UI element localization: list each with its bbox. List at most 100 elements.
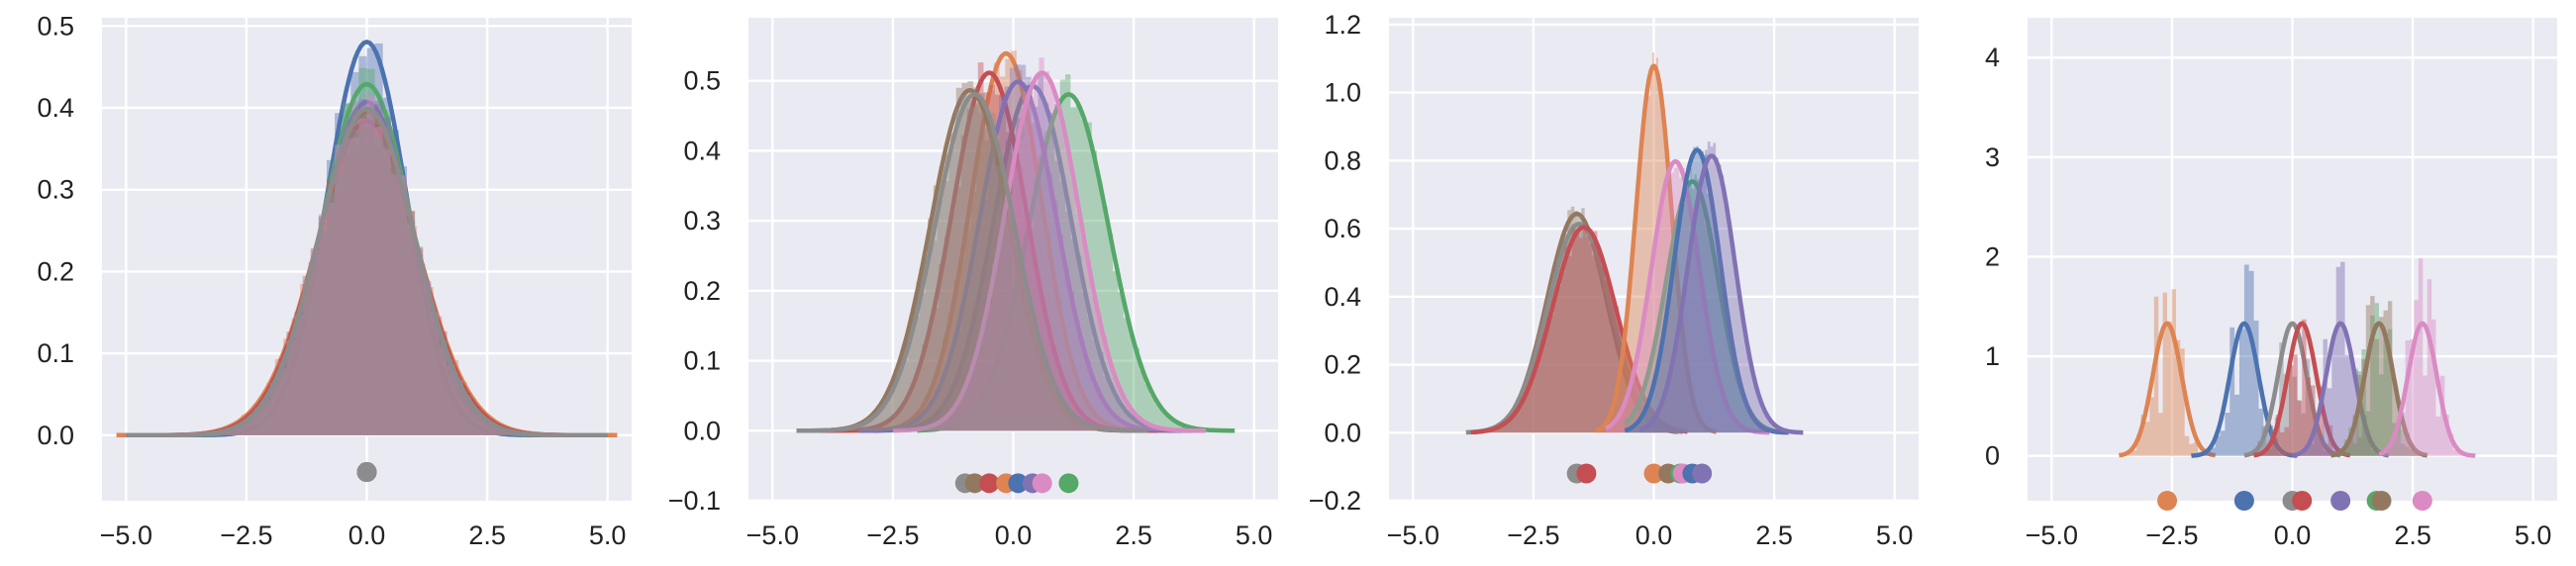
series-1 xyxy=(2117,289,2218,458)
histogram-bars xyxy=(2243,342,2341,456)
histogram-bars xyxy=(1625,145,1786,433)
kde-line xyxy=(1604,158,1771,435)
y-tick-label: 0.2 xyxy=(37,256,74,286)
series-6 xyxy=(1604,158,1771,435)
series-7 xyxy=(1624,145,1790,435)
histogram-bars xyxy=(1625,168,1779,433)
histogram-bars xyxy=(903,57,1180,431)
histogram-bars xyxy=(190,95,544,435)
histogram-bars xyxy=(2292,261,2389,456)
x-tick-label: −5.0 xyxy=(1387,520,1439,550)
mean-marker xyxy=(2412,491,2432,511)
x-tick-label: 5.0 xyxy=(1236,520,1273,550)
y-tick-label: 0 xyxy=(1985,441,2000,471)
series-5 xyxy=(2290,261,2391,458)
kde-line xyxy=(2189,321,2299,458)
series-8 xyxy=(1637,142,1805,435)
mean-marker xyxy=(2330,491,2351,511)
histogram-bars xyxy=(1470,206,1678,433)
histogram-bars xyxy=(2379,258,2476,456)
x-tick-label: −2.5 xyxy=(220,520,272,550)
x-tick-label: 0.0 xyxy=(995,520,1033,550)
histogram-bars xyxy=(922,74,1220,431)
mean-marker xyxy=(356,462,377,483)
x-tick-label: 0.0 xyxy=(2274,520,2312,550)
x-tick-label: −5.0 xyxy=(100,520,152,550)
panel-2: −5.0 −2.5 0.0 2.5 5.0 −0.1 0.0 0.1 0.2 0.3 0.4 0.5 xyxy=(668,18,1278,550)
mean-marker xyxy=(1032,473,1052,494)
kde-line xyxy=(796,92,1148,433)
x-tick-label: 5.0 xyxy=(1876,520,1914,550)
y-tick-label: 0.5 xyxy=(683,66,721,96)
histogram-bars xyxy=(2330,303,2427,456)
y-tick-label: 3 xyxy=(1985,142,2000,172)
series-7 xyxy=(892,57,1207,433)
kde-line xyxy=(2328,321,2429,458)
x-tick-label: −5.0 xyxy=(746,520,799,550)
mean-marker xyxy=(1058,473,1079,494)
kde-line xyxy=(2251,321,2352,458)
mean-marker xyxy=(2233,491,2254,511)
histogram-bars xyxy=(2119,289,2216,456)
y-tick-label: 0.1 xyxy=(37,338,74,368)
series-8 xyxy=(126,101,608,438)
y-tick-label: −0.1 xyxy=(668,486,721,516)
x-tick-label: 5.0 xyxy=(589,520,627,550)
kde-line xyxy=(2377,321,2477,458)
x-tick-label: −2.5 xyxy=(1507,520,1559,550)
panel-4: −5.0 −2.5 0.0 2.5 5.0 0 1 2 3 4 xyxy=(1985,18,2557,550)
histogram-bars xyxy=(873,50,1137,431)
series-8 xyxy=(2377,258,2477,458)
kde-line xyxy=(126,106,608,438)
x-tick-label: −5.0 xyxy=(2026,520,2078,550)
mean-marker xyxy=(964,473,985,494)
y-tick-label: 0.6 xyxy=(1324,214,1361,243)
y-tick-label: 0.5 xyxy=(37,11,74,41)
histogram-bars xyxy=(182,112,551,435)
y-tick-label: 0.1 xyxy=(683,346,721,376)
x-tick-label: −2.5 xyxy=(866,520,919,550)
histogram-bars xyxy=(2191,264,2298,456)
series-3 xyxy=(2242,321,2342,458)
y-tick-label: 1.0 xyxy=(1324,78,1361,108)
kde-line xyxy=(858,79,1182,433)
series-4 xyxy=(2251,319,2352,458)
mean-markers xyxy=(1566,463,1713,484)
histogram-bars xyxy=(826,94,1125,431)
tick-labels: −5.0 −2.5 0.0 2.5 5.0 0.0 0.1 0.2 0.3 0.4 0.5 xyxy=(37,11,626,550)
tick-labels: −5.0 −2.5 0.0 2.5 5.0 −0.1 0.0 0.1 0.2 0.3 0.4 0.5 xyxy=(668,66,1273,550)
x-tick-label: 2.5 xyxy=(2394,520,2431,550)
series-2 xyxy=(2189,264,2299,458)
histogram-bars xyxy=(1605,164,1767,433)
series-3 xyxy=(916,74,1236,433)
y-tick-label: 0.2 xyxy=(1324,350,1361,380)
y-tick-label: 1 xyxy=(1985,341,2000,371)
kde-line xyxy=(892,70,1207,433)
x-tick-label: 2.5 xyxy=(468,520,506,550)
x-tick-label: 2.5 xyxy=(1755,520,1793,550)
y-tick-label: 0.8 xyxy=(1324,145,1361,175)
mean-marker xyxy=(1692,463,1713,484)
mean-marker xyxy=(1643,463,1664,484)
panel-3: −5.0 −2.5 0.0 2.5 5.0 −0.2 0.0 0.2 0.4 0.6 0.8 1.0 1… xyxy=(1309,10,1919,550)
kde-line xyxy=(2290,321,2391,458)
kde-line xyxy=(1469,225,1689,435)
y-tick-label: 0.0 xyxy=(683,416,721,445)
tick-labels: −5.0 −2.5 0.0 2.5 5.0 −0.2 0.0 0.2 0.4 0.6 0.8 1.0 1… xyxy=(1309,10,1914,550)
x-tick-label: 0.0 xyxy=(348,520,386,550)
kde-line xyxy=(2117,321,2218,458)
tick-labels: −5.0 −2.5 0.0 2.5 5.0 0 1 2 3 4 xyxy=(1985,43,2551,550)
series-7 xyxy=(2328,296,2429,458)
histogram-bars xyxy=(848,62,1130,431)
kde-line xyxy=(1594,63,1719,434)
y-tick-label: 0.4 xyxy=(1324,282,1361,312)
mean-markers xyxy=(356,462,377,483)
y-tick-label: 0.0 xyxy=(1324,418,1361,447)
kde-line xyxy=(916,92,1236,433)
kde-line xyxy=(1637,153,1805,435)
histogram-bars xyxy=(825,81,1116,431)
histogram-bars xyxy=(222,43,512,435)
x-tick-label: 2.5 xyxy=(1115,520,1152,550)
mean-markers xyxy=(954,473,1079,494)
y-tick-label: 0.0 xyxy=(37,421,74,450)
